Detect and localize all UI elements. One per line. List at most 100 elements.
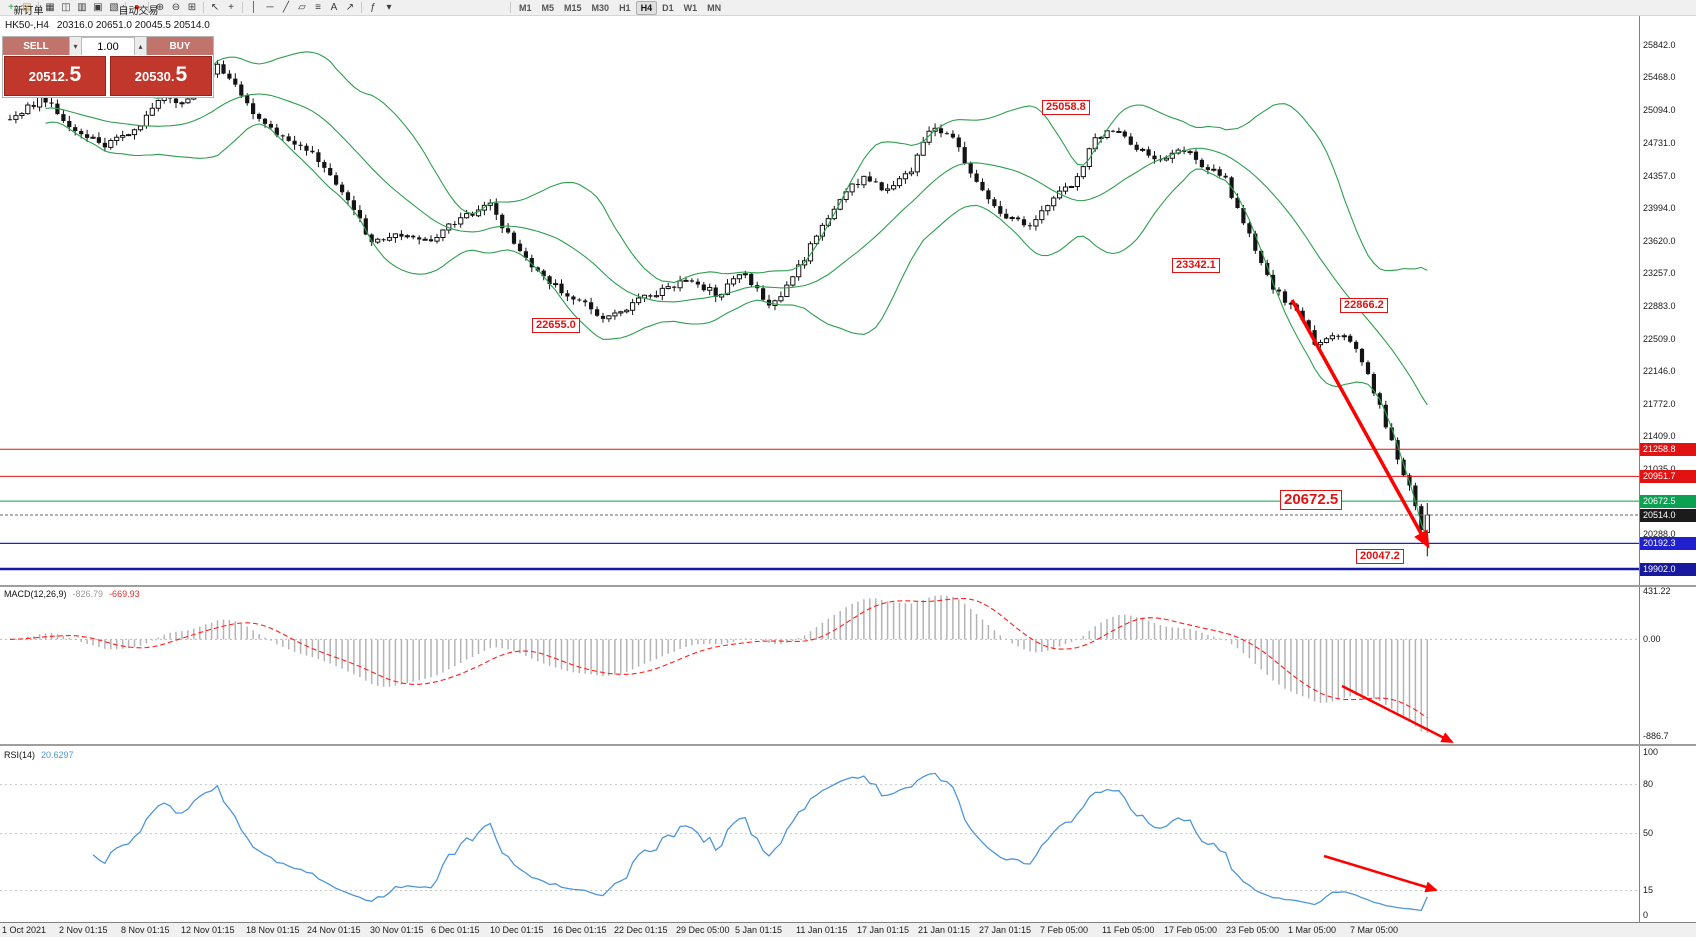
timeframe-m5-button[interactable]: M5 <box>541 2 555 13</box>
symbol-period-label: HK50-,H4 <box>5 20 49 31</box>
macd-axis-label: -886.7 <box>1643 731 1669 742</box>
price-line-label[interactable]: 19902.0 <box>1640 562 1696 576</box>
sell-button[interactable]: SELL <box>3 37 69 55</box>
volume-up-button[interactable]: ▴ <box>134 37 147 55</box>
new-order-label: 新订单 <box>13 6 44 17</box>
arrows-objects-button[interactable]: ↗ <box>342 1 358 15</box>
data-window-button[interactable]: ▣ <box>90 1 106 15</box>
market-watch-icon: ▥ <box>77 1 87 13</box>
equidistant-channel-button[interactable]: ▱ <box>294 1 310 15</box>
pane-divider-macd[interactable] <box>0 585 1696 587</box>
timeframe-h4-button[interactable]: H4 <box>635 0 658 15</box>
price-annotation[interactable]: 22866.2 <box>1340 298 1388 313</box>
sell-price-button[interactable]: 20512. 5 <box>4 56 106 96</box>
new-chart-button[interactable]: + <box>3 1 19 15</box>
price-tick: 21772.0 <box>1643 398 1676 409</box>
horizontal-line-button[interactable]: ─ <box>262 1 278 15</box>
chart-window-button[interactable]: ◫ <box>58 1 74 15</box>
cursor-button[interactable]: ↖ <box>207 1 223 15</box>
volume-input[interactable] <box>82 37 134 55</box>
market-watch-button[interactable]: ▥ <box>74 1 90 15</box>
timeframe-m1-button[interactable]: M1 <box>519 2 532 13</box>
price-line-label[interactable]: 20951.7 <box>1640 469 1696 483</box>
time-axis-label: 11 Feb 05:00 <box>1102 925 1155 935</box>
pane-divider-rsi[interactable] <box>0 744 1696 746</box>
timeframe-w1-button[interactable]: W1 <box>683 2 698 13</box>
time-axis-label: 6 Dec 01:15 <box>431 925 480 935</box>
indicators-list-button[interactable]: ▾ <box>381 1 397 15</box>
horizontal-price-lines[interactable] <box>0 448 1639 571</box>
rsi-axis-label: 15 <box>1643 885 1654 896</box>
timeframe-h1-button[interactable]: H1 <box>619 2 631 13</box>
time-axis-label: 16 Dec 01:15 <box>553 925 607 935</box>
text-label-icon: A <box>330 1 338 13</box>
navigator-button[interactable]: ▧ <box>106 1 122 15</box>
fibonacci-retracement-icon: ≡ <box>315 1 321 13</box>
fibonacci-retracement-button[interactable]: ≡ <box>310 1 326 15</box>
buy-price-button[interactable]: 20530. 5 <box>110 56 212 96</box>
zoom-out-button[interactable]: ⊖ <box>168 1 184 15</box>
indicators-button[interactable]: ƒ <box>365 1 381 15</box>
price-tick: 24731.0 <box>1643 137 1676 148</box>
rsi-value: 20.6297 <box>41 750 74 760</box>
vertical-line-button[interactable]: │ <box>246 1 262 15</box>
price-annotation[interactable]: 25058.8 <box>1042 100 1090 115</box>
toolbar: + ▤ 新订单 ▦ ◫ ▥ ▣ ▧ ● 自动交易 ⊕ ⊖ ⊞ ↖ + │ ─ ╱ ▱ ≡ A ↗ ƒ ▾ M1 M5 M15 M30 H… <box>0 0 1696 18</box>
rsi-name: RSI(14) <box>4 750 36 760</box>
auto-trading-button[interactable]: ● 自动交易 <box>119 1 159 18</box>
tile-windows-icon: ⊞ <box>187 1 197 13</box>
crosshair-button[interactable]: + <box>223 1 239 15</box>
price-annotation[interactable]: 20672.5 <box>1280 490 1343 510</box>
time-axis-label: 17 Feb 05:00 <box>1164 925 1218 935</box>
timeframe-d1-button[interactable]: D1 <box>662 2 674 13</box>
price-annotation[interactable]: 20047.2 <box>1356 549 1404 564</box>
price-line-label[interactable]: 20514.0 <box>1640 508 1696 522</box>
ohlc-values: 20316.0 20651.0 20045.5 20514.0 <box>56 20 210 31</box>
toolbar-separator <box>125 2 126 13</box>
trendline-icon: ╱ <box>282 1 290 13</box>
trend-arrows[interactable] <box>1290 299 1454 893</box>
time-axis-label: 17 Jan 01:15 <box>857 925 910 935</box>
price-line-label[interactable]: 20672.5 <box>1640 494 1696 508</box>
timeframe-mn-button[interactable]: MN <box>707 2 722 13</box>
macd-axis-label: 431.22 <box>1643 586 1671 597</box>
timeframe-m15-button[interactable]: M15 <box>564 2 582 13</box>
new-order-button[interactable]: ▤ 新订单 <box>14 1 44 18</box>
time-axis-label: 11 Jan 01:15 <box>796 925 848 935</box>
time-axis-label: 12 Nov 01:15 <box>181 925 235 935</box>
price-tick: 21409.0 <box>1643 430 1676 441</box>
toolbar-separator <box>38 2 39 13</box>
candlestick-pane[interactable] <box>7 51 1430 557</box>
text-label-button[interactable]: A <box>326 1 342 15</box>
toolbar-separator <box>510 2 511 13</box>
price-axis[interactable]: 25842.0 25468.0 25094.0 24731.0 24357.0 23994… <box>1639 16 1696 922</box>
charts-grid-icon: ▦ <box>45 1 55 13</box>
timeframe-m30-button[interactable]: M30 <box>591 2 610 13</box>
time-axis-label: 21 Jan 01:15 <box>918 925 971 935</box>
price-annotation[interactable]: 23342.1 <box>1172 258 1220 273</box>
price-line-label[interactable]: 20192.3 <box>1640 536 1696 550</box>
time-axis-label: 10 Dec 01:15 <box>490 925 544 935</box>
trendline-button[interactable]: ╱ <box>278 1 294 15</box>
price-line-label[interactable]: 21258.8 <box>1640 442 1696 456</box>
buy-button[interactable]: BUY <box>147 37 213 55</box>
zoom-in-button[interactable]: ⊕ <box>152 1 168 15</box>
volume-down-button[interactable]: ▾ <box>69 37 82 55</box>
time-axis-label: 24 Nov 01:15 <box>307 925 361 935</box>
rsi-axis-label: 50 <box>1643 828 1654 838</box>
price-annotation[interactable]: 22655.0 <box>532 318 580 333</box>
crosshair-icon: + <box>228 1 234 13</box>
price-tick: 23994.0 <box>1643 202 1676 213</box>
time-axis-label: 1 Oct 2021 <box>2 925 47 935</box>
buy-price: 20530. <box>134 69 175 84</box>
macd-name: MACD(12,26,9) <box>4 589 67 599</box>
price-tick: 22146.0 <box>1643 365 1676 376</box>
charts-grid-button[interactable]: ▦ <box>42 1 58 15</box>
tile-windows-button[interactable]: ⊞ <box>184 1 200 15</box>
rsi-pane[interactable] <box>0 772 1639 912</box>
macd-pane[interactable] <box>0 595 1639 733</box>
price-tick: 25094.0 <box>1643 105 1676 116</box>
time-axis[interactable]: 1 Oct 2021 2 Nov 01:15 8 Nov 01:15 12 Nov 0… <box>0 922 1696 937</box>
